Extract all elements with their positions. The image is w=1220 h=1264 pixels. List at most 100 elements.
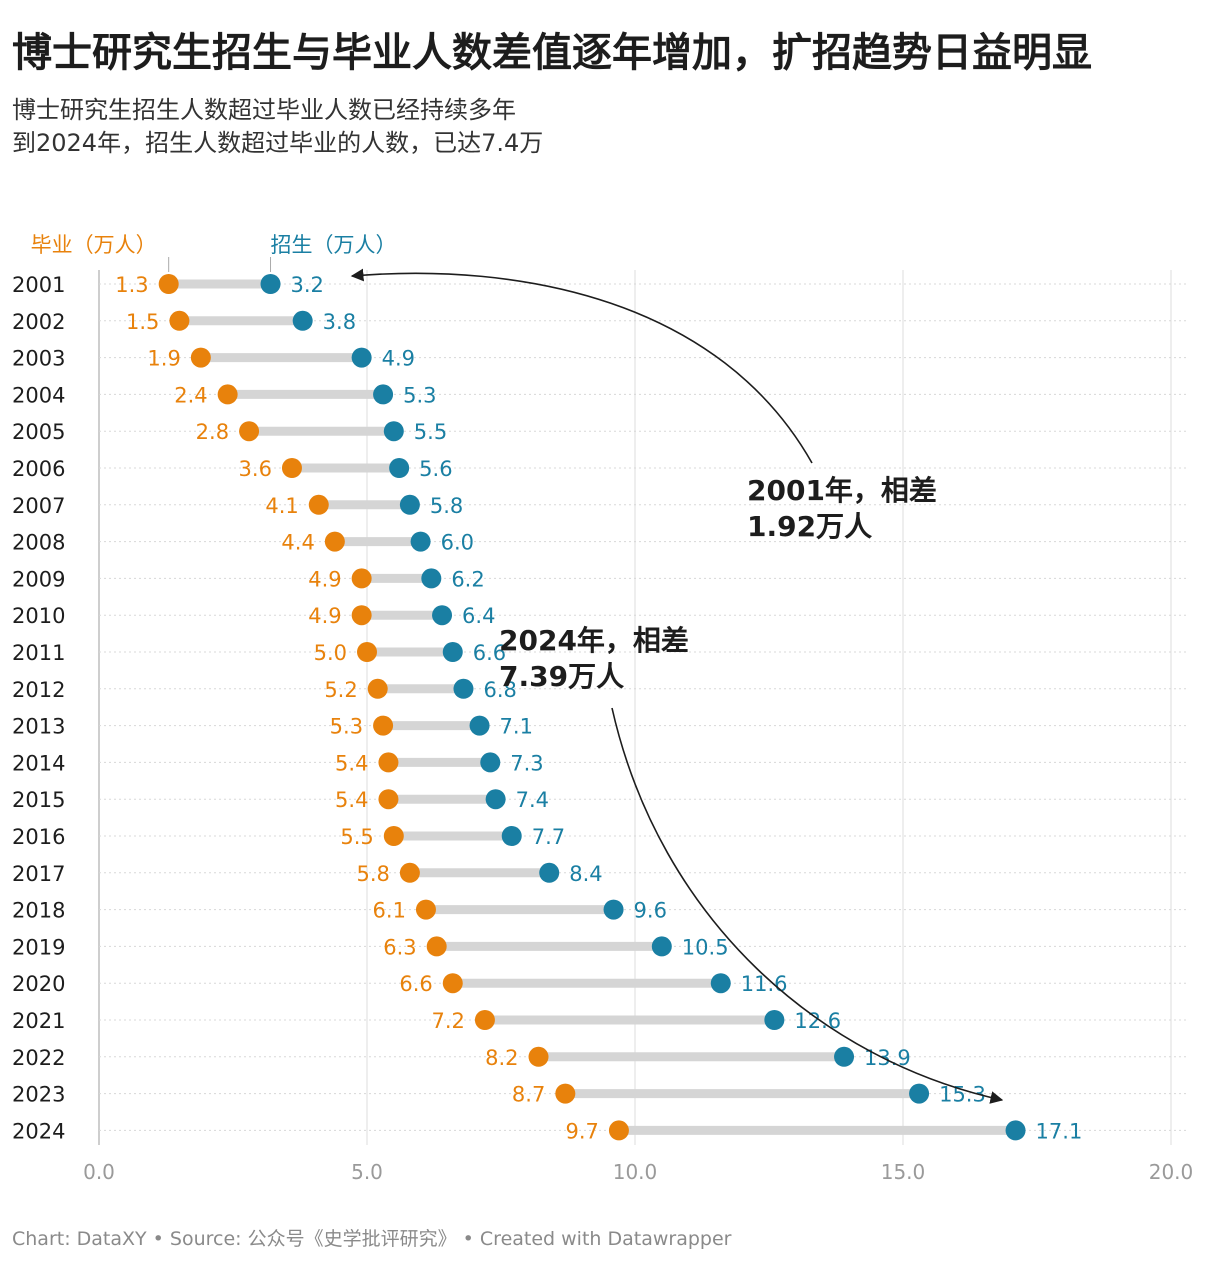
enrollment-value-label: 7.1: [500, 715, 533, 739]
enrollment-dot: [383, 421, 404, 442]
year-label: 2001: [12, 273, 65, 297]
graduates-dot: [367, 678, 388, 699]
enrollment-value-label: 7.7: [532, 825, 565, 849]
graduates-value-label: 4.1: [265, 494, 298, 518]
chart-subtitle: 博士研究生招生人数超过毕业人数已经持续多年 到2024年，招生人数超过毕业的人数…: [12, 94, 543, 160]
graduates-value-label: 6.1: [373, 899, 406, 923]
graduates-value-label: 8.2: [485, 1046, 518, 1070]
enrollment-dot: [480, 752, 501, 773]
enrollment-value-label: 6.4: [462, 604, 495, 628]
x-tick-label: 0.0: [83, 1160, 115, 1184]
year-label: 2024: [12, 1119, 65, 1143]
year-label: 2012: [12, 678, 65, 702]
graduates-value-label: 1.3: [115, 273, 148, 297]
year-label: 2003: [12, 347, 65, 371]
enrollment-value-label: 3.8: [323, 310, 356, 334]
year-label: 2019: [12, 935, 65, 959]
graduates-dot: [357, 642, 377, 662]
graduates-dot: [378, 789, 399, 810]
graduates-dot: [442, 973, 463, 994]
graduates-dot: [217, 384, 238, 405]
year-label: 2006: [12, 457, 65, 481]
year-label: 2008: [12, 531, 65, 555]
enrollment-dot: [389, 458, 410, 478]
subtitle-line-1: 博士研究生招生人数超过毕业人数已经持续多年: [12, 96, 516, 124]
graduates-dot: [383, 826, 404, 846]
year-label: 2009: [12, 567, 65, 591]
enrollment-dot: [410, 531, 431, 552]
annotation-2001-line: 2001年，相差: [747, 474, 937, 507]
graduates-value-label: 8.7: [512, 1083, 545, 1107]
enrollment-value-label: 6.8: [483, 678, 516, 702]
year-label: 2017: [12, 862, 65, 886]
graduates-dot: [528, 1046, 549, 1067]
enrollment-dot: [351, 347, 372, 368]
graduates-value-label: 5.2: [324, 678, 357, 702]
year-label: 2013: [12, 715, 65, 739]
enrollment-dot: [539, 862, 560, 883]
year-label: 2022: [12, 1046, 65, 1070]
graduates-dot: [555, 1083, 576, 1104]
enrollment-value-label: 5.6: [419, 457, 452, 481]
enrollment-value-label: 10.5: [682, 935, 729, 959]
chart-title: 博士研究生招生与毕业人数差值逐年增加，扩招趋势日益明显: [12, 30, 1092, 76]
graduates-dot: [308, 494, 329, 515]
graduates-value-label: 6.3: [383, 935, 416, 959]
enrollment-value-label: 8.4: [569, 862, 602, 886]
graduates-dot: [169, 310, 190, 331]
enrollment-dot: [603, 899, 624, 920]
x-tick-label: 20.0: [1149, 1160, 1194, 1184]
enrollment-dot: [909, 1083, 930, 1104]
enrollment-dot: [399, 494, 420, 515]
graduates-value-label: 5.4: [335, 788, 368, 812]
year-label: 2021: [12, 1009, 65, 1033]
graduates-value-label: 1.5: [126, 310, 159, 334]
annotation-2001: 2001年，相差 1.92万人: [747, 474, 937, 543]
graduates-value-label: 5.3: [330, 715, 363, 739]
enrollment-dot: [485, 789, 506, 810]
legend-enrollment-label: 招生（万人）: [271, 233, 397, 257]
enrollment-dot: [834, 1046, 855, 1067]
graduates-value-label: 5.0: [314, 641, 347, 665]
enrollment-dot: [432, 605, 453, 626]
graduates-value-label: 2.4: [174, 383, 207, 407]
graduates-value-label: 6.6: [399, 972, 432, 996]
enrollment-value-label: 17.1: [1036, 1119, 1083, 1143]
graduates-value-label: 4.9: [308, 604, 341, 628]
graduates-dot: [378, 752, 399, 773]
enrollment-dot: [453, 678, 474, 699]
enrollment-value-label: 5.3: [403, 383, 436, 407]
annotation-2001-line: 1.92万人: [747, 510, 872, 543]
enrollment-value-label: 6.0: [441, 531, 474, 555]
enrollment-value-label: 3.2: [291, 273, 324, 297]
annotation-arrow-2001: [350, 268, 813, 464]
graduates-dot: [415, 899, 436, 920]
year-label: 2011: [12, 641, 65, 665]
year-label: 2014: [12, 751, 65, 775]
enrollment-dot: [710, 973, 731, 994]
graduates-value-label: 5.8: [356, 862, 389, 886]
graduates-value-label: 5.4: [335, 751, 368, 775]
enrollment-value-label: 13.9: [864, 1046, 911, 1070]
enrollment-value-label: 5.5: [414, 420, 447, 444]
graduates-dot: [399, 862, 420, 883]
enrollment-value-label: 5.8: [430, 494, 463, 518]
subtitle-line-2: 到2024年，招生人数超过毕业的人数，已达7.4万: [12, 129, 544, 157]
graduates-value-label: 3.6: [239, 457, 272, 481]
enrollment-dot: [373, 384, 394, 405]
enrollment-dot: [501, 826, 522, 846]
enrollment-dot: [442, 642, 463, 662]
year-label: 2016: [12, 825, 65, 849]
enrollment-dot: [469, 715, 490, 736]
graduates-value-label: 5.5: [340, 825, 373, 849]
chart-footer: Chart: DataXY • Source: 公众号《史学批评研究》 • Cr…: [12, 1228, 732, 1250]
enrollment-dot: [764, 1010, 785, 1030]
graduates-dot: [373, 715, 394, 736]
year-label: 2015: [12, 788, 65, 812]
enrollment-dot: [1005, 1120, 1026, 1141]
enrollment-value-label: 7.4: [516, 788, 549, 812]
year-label: 2002: [12, 310, 65, 334]
year-label: 2007: [12, 494, 65, 518]
year-label: 2004: [12, 383, 65, 407]
graduates-dot: [351, 605, 372, 626]
